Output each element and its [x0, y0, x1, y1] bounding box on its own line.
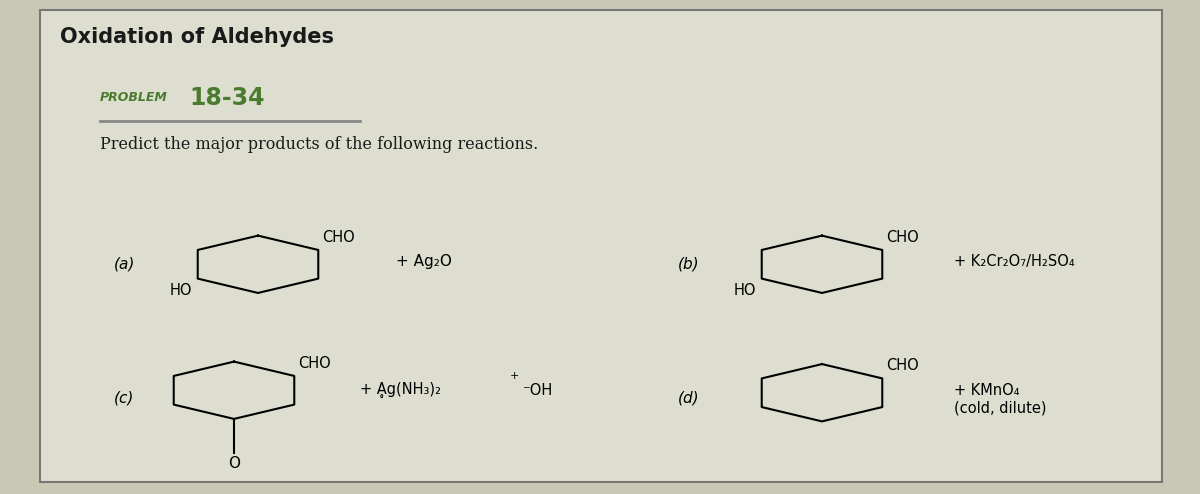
- Text: 18-34: 18-34: [190, 86, 265, 111]
- Text: CHO: CHO: [886, 359, 919, 373]
- Text: CHO: CHO: [886, 230, 919, 245]
- Text: Predict the major products of the following reactions.: Predict the major products of the follow…: [100, 136, 538, 153]
- Text: +: +: [510, 371, 520, 381]
- Text: (cold, dilute): (cold, dilute): [954, 400, 1046, 415]
- Text: + K₂Cr₂O₇/H₂SO₄: + K₂Cr₂O₇/H₂SO₄: [954, 254, 1075, 269]
- Text: HO: HO: [169, 283, 192, 297]
- Text: + KMnO₄: + KMnO₄: [954, 383, 1020, 398]
- Text: ⁻OH: ⁻OH: [522, 383, 552, 398]
- Text: CHO: CHO: [298, 356, 331, 371]
- Text: CHO: CHO: [322, 230, 355, 245]
- Text: (c): (c): [114, 390, 134, 405]
- Text: + Ag₂O: + Ag₂O: [396, 254, 452, 269]
- Text: (a): (a): [114, 257, 136, 272]
- FancyBboxPatch shape: [40, 10, 1162, 482]
- Text: Oxidation of Aldehydes: Oxidation of Aldehydes: [60, 27, 334, 47]
- Text: (d): (d): [678, 390, 700, 405]
- Text: O: O: [228, 456, 240, 471]
- Text: HO: HO: [733, 283, 756, 297]
- Text: + Ḁg(NH₃)₂: + Ḁg(NH₃)₂: [360, 382, 442, 398]
- Text: (b): (b): [678, 257, 700, 272]
- Text: PROBLEM: PROBLEM: [100, 91, 168, 104]
